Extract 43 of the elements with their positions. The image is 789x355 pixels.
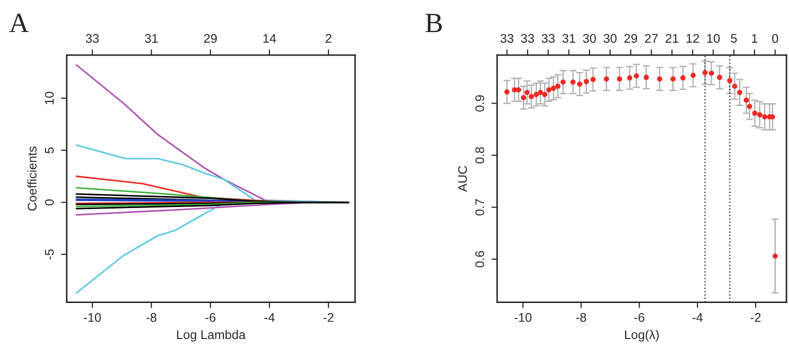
- x-axis-title: Log(λ): [625, 330, 659, 342]
- text: 29: [204, 34, 217, 43]
- text: 27: [645, 34, 658, 43]
- text: 2: [326, 34, 332, 43]
- text: 12: [686, 34, 699, 43]
- text: 30: [604, 34, 617, 43]
- y-tick-label: 0.8: [475, 147, 484, 164]
- y-tick-label: -5: [45, 249, 54, 260]
- y-tick-label: 10: [44, 92, 54, 104]
- text: 21: [666, 34, 678, 43]
- x-tick-label: -4: [264, 313, 275, 322]
- x-tick-label: -6: [634, 313, 644, 322]
- x-tick-label: -6: [205, 313, 216, 322]
- x-axis-title: Log Lambda: [177, 330, 246, 342]
- text: 10: [707, 34, 720, 43]
- text: 29: [624, 34, 638, 43]
- chart-title: B: [426, 14, 442, 32]
- x-tick-label: -4: [692, 313, 703, 322]
- y-axis-title: AUC: [458, 166, 467, 192]
- text: 33: [500, 34, 514, 43]
- text: 1: [752, 34, 758, 43]
- text: 33: [521, 34, 534, 43]
- y-tick-label: 0.7: [475, 199, 484, 216]
- y-tick-label: 0.9: [475, 95, 484, 112]
- text: 31: [144, 34, 158, 43]
- y-tick-label: 0: [44, 199, 54, 206]
- text: 14: [263, 34, 276, 43]
- y-tick-label: 0.6: [475, 251, 484, 268]
- x-tick-label: -10: [84, 313, 101, 322]
- x-tick-label: -2: [750, 313, 761, 322]
- y-axis-title: Coefficients: [27, 146, 37, 211]
- x-tick-label: -8: [146, 313, 156, 322]
- text: 33: [542, 34, 555, 43]
- text: 5: [730, 34, 737, 43]
- text: 0: [772, 34, 778, 43]
- y-tick-label: 5: [45, 147, 54, 154]
- chart-title: A: [9, 14, 29, 32]
- text: 30: [583, 34, 596, 43]
- text: 31: [562, 34, 576, 43]
- text: 33: [86, 34, 99, 43]
- x-tick-label: -10: [514, 313, 532, 322]
- x-tick-label: -8: [576, 313, 586, 322]
- x-tick-label: -2: [323, 313, 334, 322]
